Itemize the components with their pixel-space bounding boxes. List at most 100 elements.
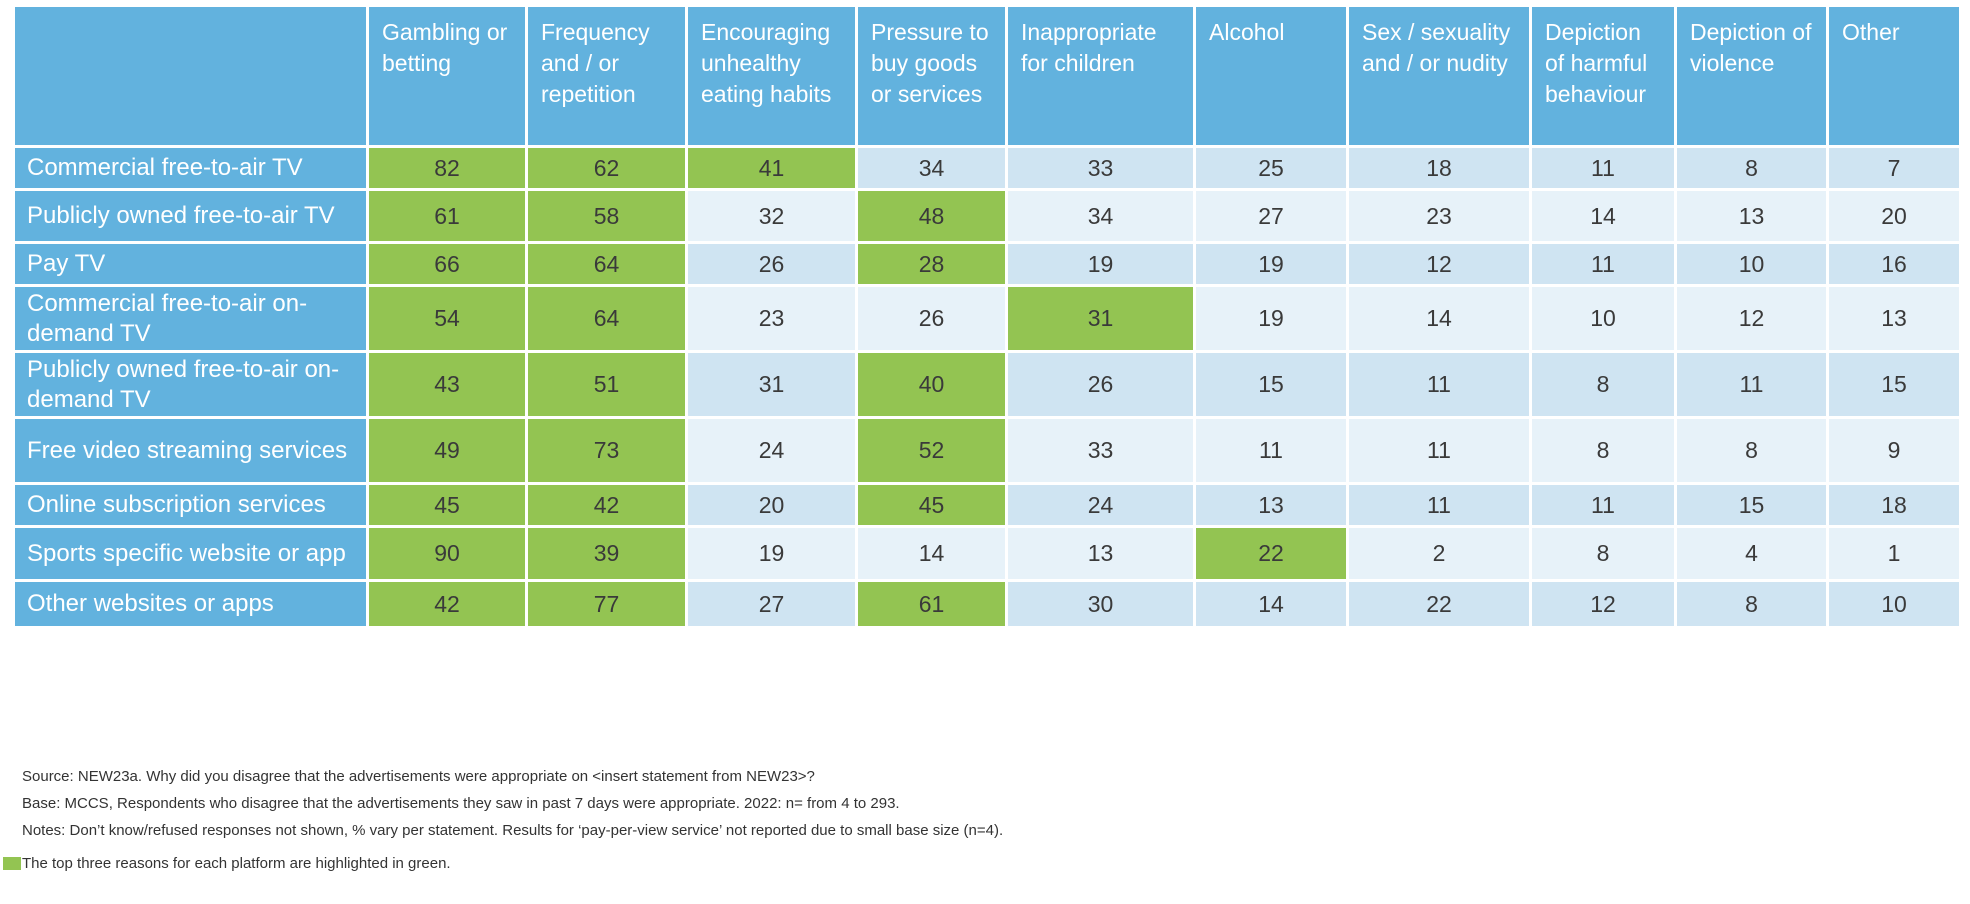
value-cell: 12 [1677,287,1826,350]
value-cell: 14 [1349,287,1529,350]
value-cell: 8 [1532,419,1674,482]
legend: The top three reasons for each platform … [3,855,451,872]
value-cell: 15 [1677,485,1826,525]
value-cell: 11 [1196,419,1346,482]
value-cell: 32 [688,191,855,241]
column-header: Inappropriate for children [1008,7,1193,145]
column-header: Sex / sexuality and / or nudity [1349,7,1529,145]
value-cell: 4 [1677,528,1826,579]
column-header: Pressure to buy goods or services [858,7,1005,145]
table-body: Commercial free-to-air TV 82 62 41 34 33 25 18 1… [15,148,1959,626]
table-row: Free video streaming services 49 73 24 52 33 1… [15,419,1959,482]
value-cell: 30 [1008,582,1193,626]
value-cell-highlighted: 51 [528,353,685,416]
value-cell: 33 [1008,148,1193,188]
value-cell: 25 [1196,148,1346,188]
value-cell-highlighted: 77 [528,582,685,626]
value-cell: 10 [1532,287,1674,350]
value-cell: 26 [688,244,855,284]
table-row: Publicly owned free-to-air TV 61 58 32 48 34 2… [15,191,1959,241]
column-header: Depiction of harmful behaviour [1532,7,1674,145]
column-header: Encouraging unhealthy eating habits [688,7,855,145]
value-cell-highlighted: 40 [858,353,1005,416]
value-cell: 34 [858,148,1005,188]
value-cell: 10 [1677,244,1826,284]
value-cell: 14 [1196,582,1346,626]
value-cell: 8 [1677,582,1826,626]
value-cell: 16 [1829,244,1959,284]
value-cell-highlighted: 73 [528,419,685,482]
value-cell: 27 [1196,191,1346,241]
value-cell: 23 [1349,191,1529,241]
value-cell-highlighted: 52 [858,419,1005,482]
value-cell-highlighted: 28 [858,244,1005,284]
value-cell-highlighted: 66 [369,244,525,284]
footer-notes: Source: NEW23a. Why did you disagree tha… [22,768,1003,849]
value-cell-highlighted: 22 [1196,528,1346,579]
value-cell: 23 [688,287,855,350]
value-cell-highlighted: 64 [528,244,685,284]
value-cell-highlighted: 58 [528,191,685,241]
value-cell: 11 [1349,485,1529,525]
value-cell: 15 [1196,353,1346,416]
header-row: Gambling or betting Frequency and / or re… [15,7,1959,145]
value-cell: 33 [1008,419,1193,482]
value-cell: 26 [858,287,1005,350]
row-label: Publicly owned free-to-air on-demand TV [15,353,366,416]
value-cell: 14 [1532,191,1674,241]
column-header: Frequency and / or repetition [528,7,685,145]
legend-label: The top three reasons for each platform … [22,855,451,872]
value-cell: 27 [688,582,855,626]
value-cell: 12 [1349,244,1529,284]
value-cell: 24 [1008,485,1193,525]
table-row: Other websites or apps 42 77 27 61 30 14 22 12 8 1… [15,582,1959,626]
header-corner [15,7,366,145]
value-cell: 13 [1677,191,1826,241]
value-cell-highlighted: 62 [528,148,685,188]
row-label: Publicly owned free-to-air TV [15,191,366,241]
value-cell-highlighted: 39 [528,528,685,579]
value-cell: 10 [1829,582,1959,626]
table-row: Online subscription services 45 42 20 45 24 13… [15,485,1959,525]
column-header: Depiction of violence [1677,7,1826,145]
value-cell: 2 [1349,528,1529,579]
value-cell: 8 [1677,419,1826,482]
table-row: Commercial free-to-air TV 82 62 41 34 33 25 18 1… [15,148,1959,188]
value-cell: 11 [1677,353,1826,416]
value-cell: 22 [1349,582,1529,626]
value-cell: 9 [1829,419,1959,482]
value-cell: 11 [1532,148,1674,188]
value-cell: 19 [1196,287,1346,350]
row-label: Pay TV [15,244,366,284]
value-cell-highlighted: 45 [369,485,525,525]
value-cell: 20 [688,485,855,525]
base-note: Base: MCCS, Respondents who disagree tha… [22,795,900,812]
source-note: Source: NEW23a. Why did you disagree tha… [22,768,815,785]
column-header: Alcohol [1196,7,1346,145]
value-cell: 19 [1196,244,1346,284]
value-cell: 11 [1349,419,1529,482]
value-cell: 7 [1829,148,1959,188]
row-label: Online subscription services [15,485,366,525]
row-label: Commercial free-to-air on-demand TV [15,287,366,350]
value-cell-highlighted: 45 [858,485,1005,525]
value-cell-highlighted: 61 [858,582,1005,626]
value-cell: 11 [1349,353,1529,416]
value-cell-highlighted: 42 [369,582,525,626]
value-cell: 13 [1008,528,1193,579]
value-cell: 26 [1008,353,1193,416]
row-label: Other websites or apps [15,582,366,626]
column-header: Other [1829,7,1959,145]
value-cell: 1 [1829,528,1959,579]
table-row: Pay TV 66 64 26 28 19 19 12 11 10 16 [15,244,1959,284]
value-cell-highlighted: 64 [528,287,685,350]
value-cell: 8 [1677,148,1826,188]
value-cell: 12 [1532,582,1674,626]
value-cell: 19 [688,528,855,579]
row-label: Free video streaming services [15,419,366,482]
value-cell-highlighted: 43 [369,353,525,416]
value-cell: 18 [1829,485,1959,525]
value-cell: 15 [1829,353,1959,416]
results-table: Gambling or betting Frequency and / or re… [12,4,1962,629]
value-cell-highlighted: 54 [369,287,525,350]
